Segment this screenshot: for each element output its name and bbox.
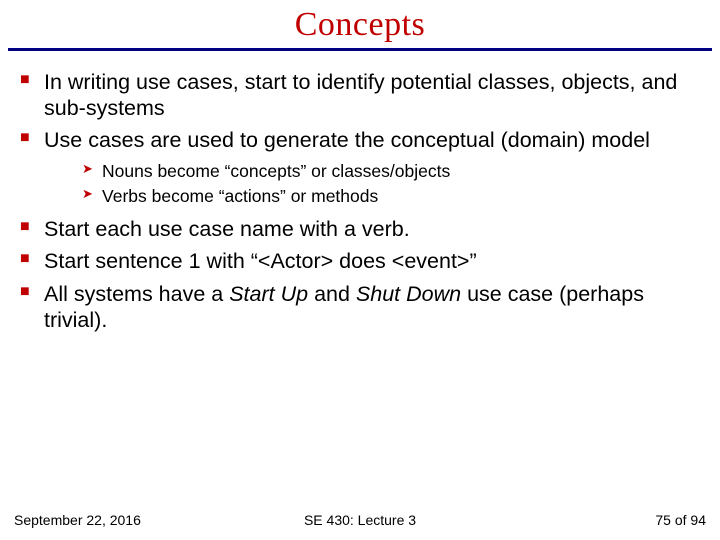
slide-footer: September 22, 2016 SE 430: Lecture 3 75 …: [0, 506, 720, 528]
slide-body: In writing use cases, start to identify …: [0, 51, 720, 540]
footer-date: September 22, 2016: [14, 512, 141, 528]
footer-page: 75 of 94: [655, 512, 706, 528]
sub-bullet-text: Nouns become “concepts” or classes/objec…: [102, 161, 450, 181]
footer-course: SE 430: Lecture 3: [304, 512, 416, 528]
bullet-text-part: All systems have a: [44, 282, 229, 306]
bullet-item: All systems have a Start Up and Shut Dow…: [20, 281, 700, 333]
sub-bullet-list: Nouns become “concepts” or classes/objec…: [82, 160, 700, 209]
bullet-text: In writing use cases, start to identify …: [44, 70, 677, 120]
bullet-text-italic: Start Up: [229, 282, 308, 306]
sub-bullet-item: Verbs become “actions” or methods: [82, 185, 700, 208]
bullet-list: In writing use cases, start to identify …: [20, 69, 700, 333]
sub-bullet-item: Nouns become “concepts” or classes/objec…: [82, 160, 700, 183]
bullet-item: In writing use cases, start to identify …: [20, 69, 700, 121]
bullet-item: Use cases are used to generate the conce…: [20, 127, 700, 208]
bullet-text: Start sentence 1 with “<Actor> does <eve…: [44, 249, 477, 273]
bullet-text: Use cases are used to generate the conce…: [44, 128, 650, 152]
sub-bullet-text: Verbs become “actions” or methods: [102, 186, 378, 206]
slide: Concepts In writing use cases, start to …: [0, 0, 720, 540]
slide-title: Concepts: [0, 6, 720, 44]
bullet-text-part: and: [308, 282, 356, 306]
bullet-item: Start sentence 1 with “<Actor> does <eve…: [20, 248, 700, 274]
bullet-text-italic: Shut Down: [356, 282, 461, 306]
bullet-text: Start each use case name with a verb.: [44, 217, 410, 241]
bullet-item: Start each use case name with a verb.: [20, 216, 700, 242]
title-area: Concepts: [0, 0, 720, 44]
